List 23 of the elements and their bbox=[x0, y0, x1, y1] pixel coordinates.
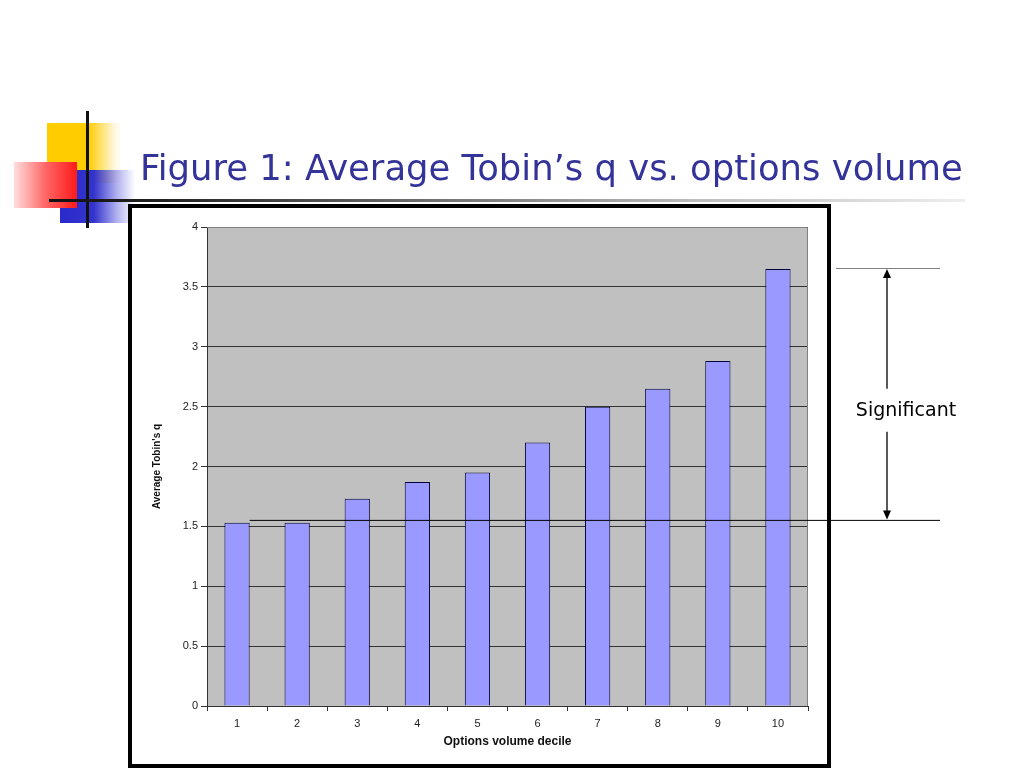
y-tick-label: 0.5 bbox=[182, 639, 198, 652]
x-tick-label: 5 bbox=[474, 716, 481, 729]
y-tick-label: 2.5 bbox=[182, 399, 198, 412]
y-tick-label: 2 bbox=[191, 459, 198, 472]
chart-title: Figure 1: Average Tobin’s q vs. options volume bbox=[140, 147, 963, 188]
x-axis-title: Options volume decile bbox=[443, 734, 572, 749]
y-tick-label: 4 bbox=[191, 220, 198, 233]
y-tick-label: 3 bbox=[191, 339, 198, 352]
x-tick-label: 2 bbox=[294, 716, 301, 729]
y-tick-label: 1.5 bbox=[182, 519, 198, 532]
text: Significant bbox=[855, 397, 957, 420]
x-tick-label: 9 bbox=[714, 716, 721, 729]
y-tick-label: 3.5 bbox=[182, 279, 198, 292]
x-tick-label: 1 bbox=[233, 716, 241, 729]
x-tick-label: 10 bbox=[771, 716, 785, 729]
y-tick-label: 1 bbox=[191, 579, 198, 592]
x-tick-label: 8 bbox=[654, 716, 661, 729]
x-tick-label: 3 bbox=[354, 716, 361, 729]
x-tick-label: 4 bbox=[414, 716, 421, 729]
x-tick-label: 6 bbox=[534, 716, 541, 729]
x-tick-label: 7 bbox=[594, 716, 601, 729]
y-axis-title: Average Tobin's q bbox=[150, 423, 162, 510]
y-tick-label: 0 bbox=[191, 699, 198, 712]
